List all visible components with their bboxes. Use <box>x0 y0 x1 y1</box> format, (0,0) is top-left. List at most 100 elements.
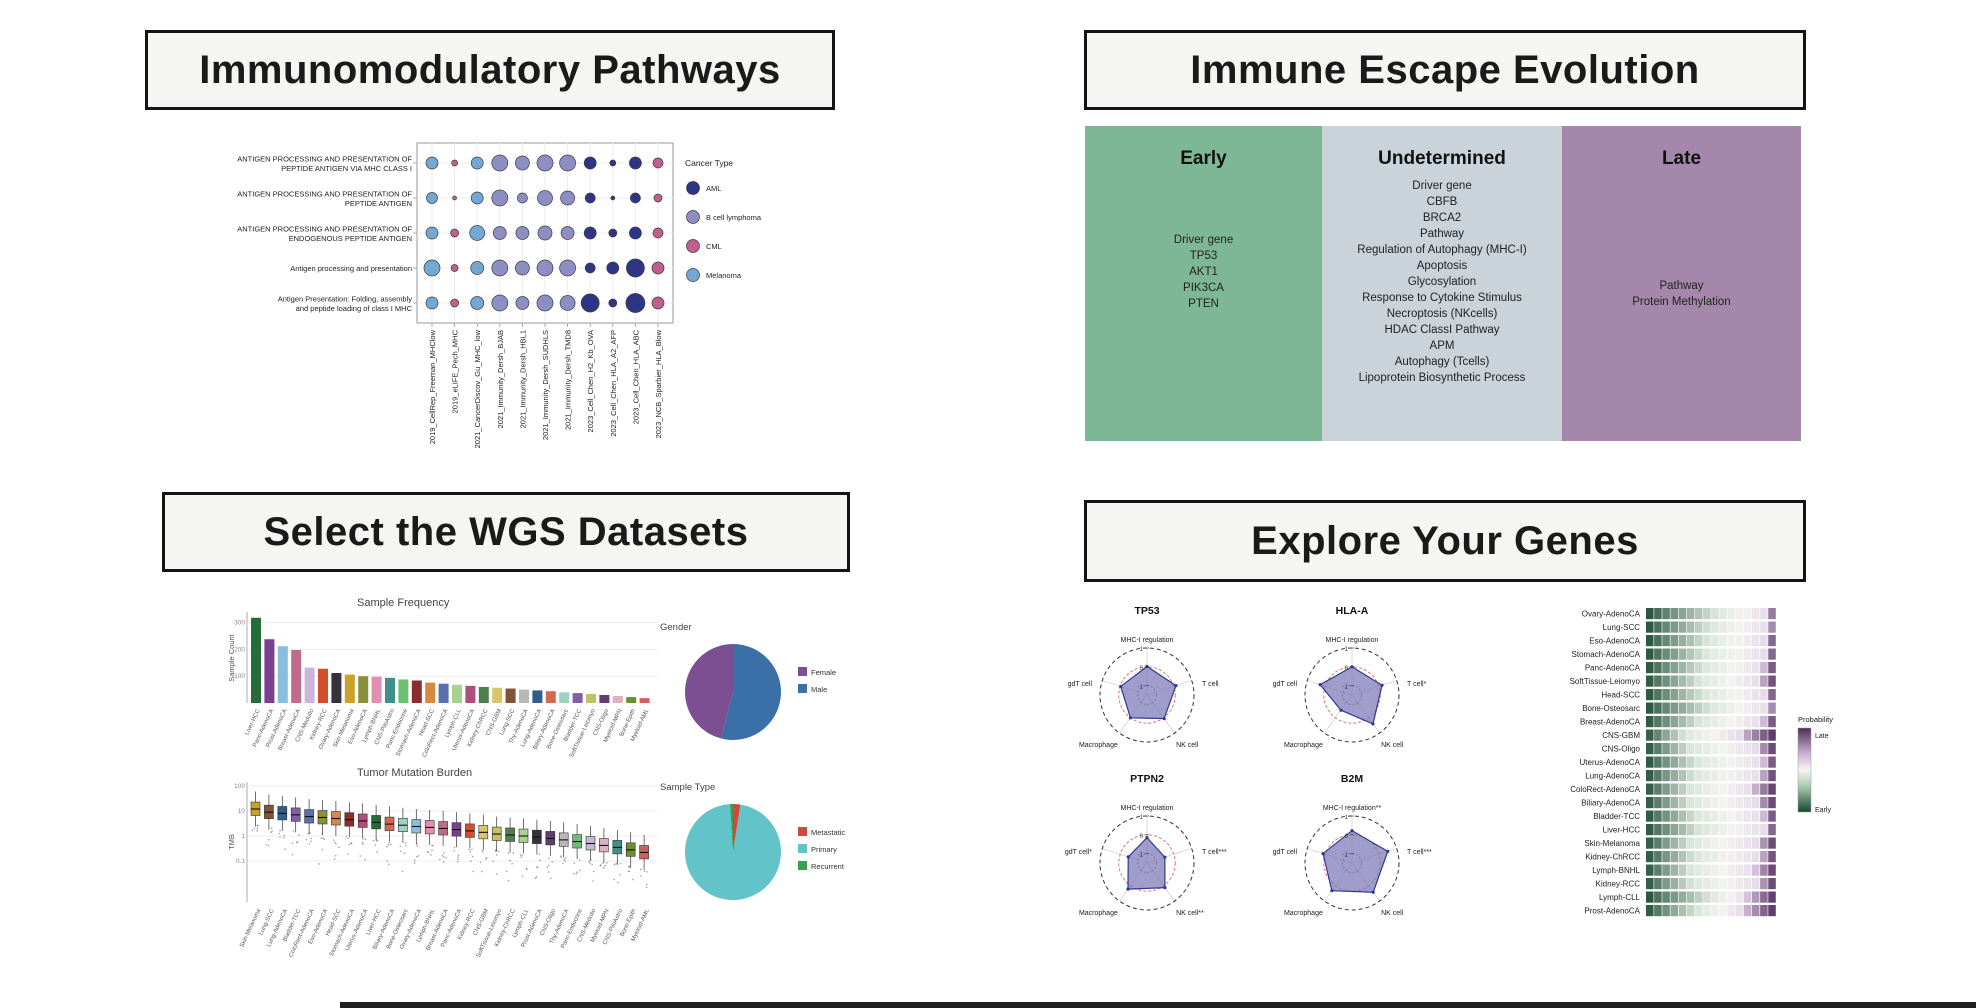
svg-text:MHC-I regulation: MHC-I regulation <box>1121 637 1174 644</box>
radar-chart-b2m-svg: B2M 1 0 -1 MHC-I regulation** T cell*** NK cel… <box>1273 773 1432 917</box>
svg-text:ANTIGEN PROCESSING AND PRESENT: ANTIGEN PROCESSING AND PRESENTATION OF <box>237 224 412 233</box>
evolution-item: Protein Methylation <box>1632 296 1731 308</box>
svg-text:2023_Cell_Chen_H2_Kb_OVA: 2023_Cell_Chen_H2_Kb_OVA <box>586 330 595 432</box>
svg-text:-1: -1 <box>1138 853 1144 859</box>
svg-text:MHC-I regulation: MHC-I regulation <box>1121 805 1174 812</box>
panel-title-explore: Explore Your Genes <box>1251 518 1639 563</box>
evolution-item: Driver gene <box>1173 234 1234 246</box>
svg-text:Bone-Osteosarc: Bone-Osteosarc <box>1582 704 1640 713</box>
evolution-column-title: Undetermined <box>1378 148 1506 169</box>
svg-text:MHC-I regulation: MHC-I regulation <box>1326 637 1379 644</box>
radar-chart-hla-a-svg: HLA-A 1 0 -1 MHC-I regulation T cell* NK cell M… <box>1273 605 1427 749</box>
svg-text:Lymph-CLL: Lymph-CLL <box>1599 893 1641 902</box>
svg-text:1: 1 <box>1140 815 1144 821</box>
evolution-item: BRCA2 <box>1422 212 1462 224</box>
evolution-item: PIK3CA <box>1183 282 1224 294</box>
svg-text:NK cell**: NK cell** <box>1176 910 1204 917</box>
svg-text:0: 0 <box>1345 666 1349 672</box>
sample-type-pie-chart: Sample Type Metastatic Primary Recurrent <box>648 772 948 922</box>
evolution-item: Driver gene <box>1412 180 1472 192</box>
svg-text:SoftTissue-Leiomyo: SoftTissue-Leiomyo <box>1570 677 1641 686</box>
svg-text:T cell***: T cell*** <box>1407 849 1432 856</box>
evolution-item: Lipoprotein Biosynthetic Process <box>1358 372 1526 384</box>
svg-text:MHC-I regulation**: MHC-I regulation** <box>1323 805 1382 812</box>
svg-text:300: 300 <box>234 620 245 627</box>
svg-text:PTPN2: PTPN2 <box>1130 773 1164 785</box>
probability-legend: Probability Late Early <box>1797 715 1833 814</box>
evolution-item: Necroptosis (NKcells) <box>1386 308 1498 320</box>
svg-text:0: 0 <box>1345 834 1349 840</box>
svg-text:-1: -1 <box>1343 685 1349 691</box>
evolution-item: Autophagy (Tcells) <box>1394 356 1490 368</box>
evolution-columns: Early Driver gene TP53 AKT1 PIK3CA PTEN Undete… <box>1085 126 1801 441</box>
svg-text:Macrophage: Macrophage <box>1079 910 1118 917</box>
svg-text:ENDOGENOUS PEPTIDE ANTIGEN: ENDOGENOUS PEPTIDE ANTIGEN <box>289 234 412 243</box>
svg-text:2021_CancerDiscov_Gu_MHC_low: 2021_CancerDiscov_Gu_MHC_low <box>473 329 482 448</box>
svg-text:Prost-AdenoCA: Prost-AdenoCA <box>1584 907 1640 916</box>
svg-text:gdT cell*: gdT cell* <box>1065 849 1092 856</box>
svg-text:0: 0 <box>1140 666 1144 672</box>
svg-text:NK cell: NK cell <box>1381 910 1404 917</box>
svg-text:1: 1 <box>1345 815 1349 821</box>
radar-chart-ptpn2: PTPN2 1 0 -1 MHC-I regulation T cell*** NK cel… <box>1047 768 1247 936</box>
svg-text:Biliary-AdenoCA: Biliary-AdenoCA <box>1581 799 1640 808</box>
svg-text:-1: -1 <box>1138 685 1144 691</box>
svg-text:2019_CellRep_Freeman_MHClow: 2019_CellRep_Freeman_MHClow <box>428 329 437 444</box>
svg-text:100: 100 <box>234 673 245 680</box>
evolution-column-title: Early <box>1180 148 1227 169</box>
radar-chart-ptpn2-svg: PTPN2 1 0 -1 MHC-I regulation T cell*** NK cel… <box>1065 773 1227 917</box>
sample-frequency-chart: Sample Frequency 100 200 300 Sample Count Liv… <box>225 592 665 764</box>
panel-button-immunomodulatory-pathways[interactable]: Immunomodulatory Pathways <box>145 30 835 110</box>
svg-text:2023_Cell_Chen_HLA_ABC: 2023_Cell_Chen_HLA_ABC <box>631 329 640 424</box>
evolution-item: TP53 <box>1189 250 1218 262</box>
panel-button-explore-your-genes[interactable]: Explore Your Genes <box>1084 500 1806 582</box>
svg-text:Uterus-AdenoCA: Uterus-AdenoCA <box>1580 758 1641 767</box>
svg-text:T cell***: T cell*** <box>1202 849 1227 856</box>
svg-text:Late: Late <box>1815 733 1829 740</box>
svg-text:T cell: T cell <box>1202 681 1219 688</box>
cancer-type-legend: Cancer Type AML B cell lymphoma CML Melanoma <box>685 158 762 282</box>
evolution-item: CBFB <box>1426 196 1458 208</box>
svg-text:2019_eLIFE_Pech_MHC: 2019_eLIFE_Pech_MHC <box>451 329 460 413</box>
svg-text:Recurrent: Recurrent <box>811 862 845 871</box>
evolution-column-items: Driver gene CBFB BRCA2 Pathway Regulation of… <box>1322 178 1562 386</box>
svg-text:Tumor Mutation Burden: Tumor Mutation Burden <box>357 767 472 779</box>
svg-text:10: 10 <box>238 808 246 815</box>
svg-text:Macrophage: Macrophage <box>1079 742 1118 749</box>
svg-text:Metastatic: Metastatic <box>811 828 845 837</box>
svg-text:Lung-AdenoCA: Lung-AdenoCA <box>1585 772 1640 781</box>
evolution-item: Pathway <box>1659 280 1704 292</box>
svg-text:Head-SCC: Head-SCC <box>1601 691 1640 700</box>
probability-stacked-bars-chart: Ovary-AdenoCA Lung-SCC Eso-AdenoCA Stomach-… <box>1462 600 1842 940</box>
svg-text:Sample Count: Sample Count <box>227 633 236 681</box>
svg-text:Male: Male <box>811 685 827 694</box>
svg-text:Skin-Melanoma: Skin-Melanoma <box>1584 839 1640 848</box>
svg-text:Panc-AdenoCA: Panc-AdenoCA <box>1585 664 1641 673</box>
svg-text:1: 1 <box>241 833 245 840</box>
svg-text:Breast-AdenoCA: Breast-AdenoCA <box>1580 718 1641 727</box>
svg-text:Early: Early <box>1815 807 1831 814</box>
evolution-column-early: Early Driver gene TP53 AKT1 PIK3CA PTEN <box>1085 126 1322 441</box>
tmb-boxplot-svg: Tumor Mutation Burden 100 10 1 0.1 TMB Skin-Me… <box>227 767 657 959</box>
svg-text:1: 1 <box>1140 647 1144 653</box>
svg-text:Stomach-AdenoCA: Stomach-AdenoCA <box>1572 650 1641 659</box>
gender-svg: Gender Female Male <box>660 622 836 740</box>
svg-text:HLA-A: HLA-A <box>1336 605 1369 617</box>
panel-title-wgs: Select the WGS Datasets <box>263 509 749 554</box>
svg-text:ColoRect-AdenoCA: ColoRect-AdenoCA <box>1570 785 1640 794</box>
footer-bar <box>340 1002 1976 1008</box>
gender-legend: Female Male <box>798 667 836 694</box>
svg-text:Eso-AdenoCA: Eso-AdenoCA <box>1589 637 1640 646</box>
evolution-item: PTEN <box>1188 298 1219 310</box>
svg-text:200: 200 <box>234 646 245 653</box>
svg-text:CNS-Oligo: CNS-Oligo <box>1602 745 1641 754</box>
panel-button-select-wgs-datasets[interactable]: Select the WGS Datasets <box>162 492 850 572</box>
svg-text:2021_Immunity_Dersh_TMD8: 2021_Immunity_Dersh_TMD8 <box>564 330 573 430</box>
panel-button-immune-escape-evolution[interactable]: Immune Escape Evolution <box>1084 30 1806 110</box>
radar-chart-tp53: TP53 1 0 -1 MHC-I regulation T cell NK cell Mac… <box>1047 600 1247 768</box>
svg-text:2021_Immunity_Dersh_HBL1: 2021_Immunity_Dersh_HBL1 <box>518 330 527 428</box>
svg-text:Skin-Melanoma: Skin-Melanoma <box>239 908 262 949</box>
panel-title-evolution: Immune Escape Evolution <box>1190 47 1700 92</box>
